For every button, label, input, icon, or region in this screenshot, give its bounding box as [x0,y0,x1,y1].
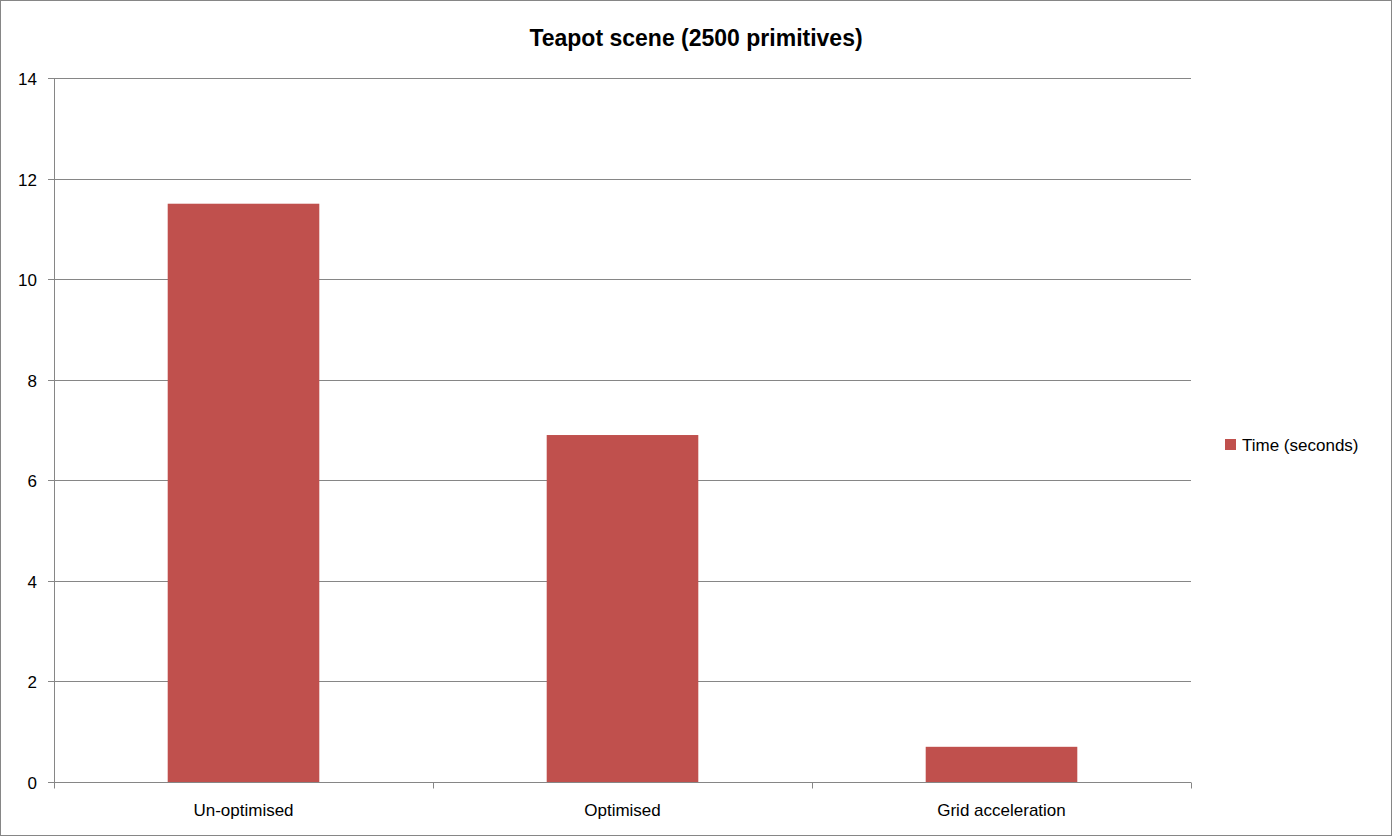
y-tick [48,380,54,381]
chart: Teapot scene (2500 primitives) 0 2 4 6 8 10 12 1… [0,0,1392,836]
x-axis [54,782,1191,783]
bars [168,204,1078,782]
legend-label: Time (seconds) [1242,436,1359,455]
grid-line [54,78,1191,79]
y-tick-label: 6 [28,472,37,491]
y-tick-label: 14 [18,70,37,89]
x-tick [1191,783,1192,789]
y-axis [54,78,55,782]
x-tick [433,783,434,789]
y-tick [48,782,54,783]
y-tick [48,179,54,180]
chart-title: Teapot scene (2500 primitives) [529,25,862,51]
x-tick-label: Un-optimised [193,801,293,820]
bar [547,435,699,782]
x-tick-label: Optimised [584,801,661,820]
y-tick-label: 12 [18,171,37,190]
y-tick-label: 8 [28,372,37,391]
chart-border [1,1,1392,836]
y-tick [48,480,54,481]
bar [926,747,1078,782]
grid-line [54,179,1191,180]
y-tick-label: 10 [18,271,37,290]
legend-swatch [1225,439,1236,450]
y-tick [48,78,54,79]
x-tick [54,783,55,789]
x-tick [812,783,813,789]
bar [168,204,320,782]
y-tick-label: 2 [28,673,37,692]
y-tick [48,581,54,582]
x-tick-label: Grid acceleration [937,801,1066,820]
y-tick-label: 0 [28,774,37,793]
y-tick-label: 4 [28,573,37,592]
y-tick [48,279,54,280]
y-tick [48,681,54,682]
